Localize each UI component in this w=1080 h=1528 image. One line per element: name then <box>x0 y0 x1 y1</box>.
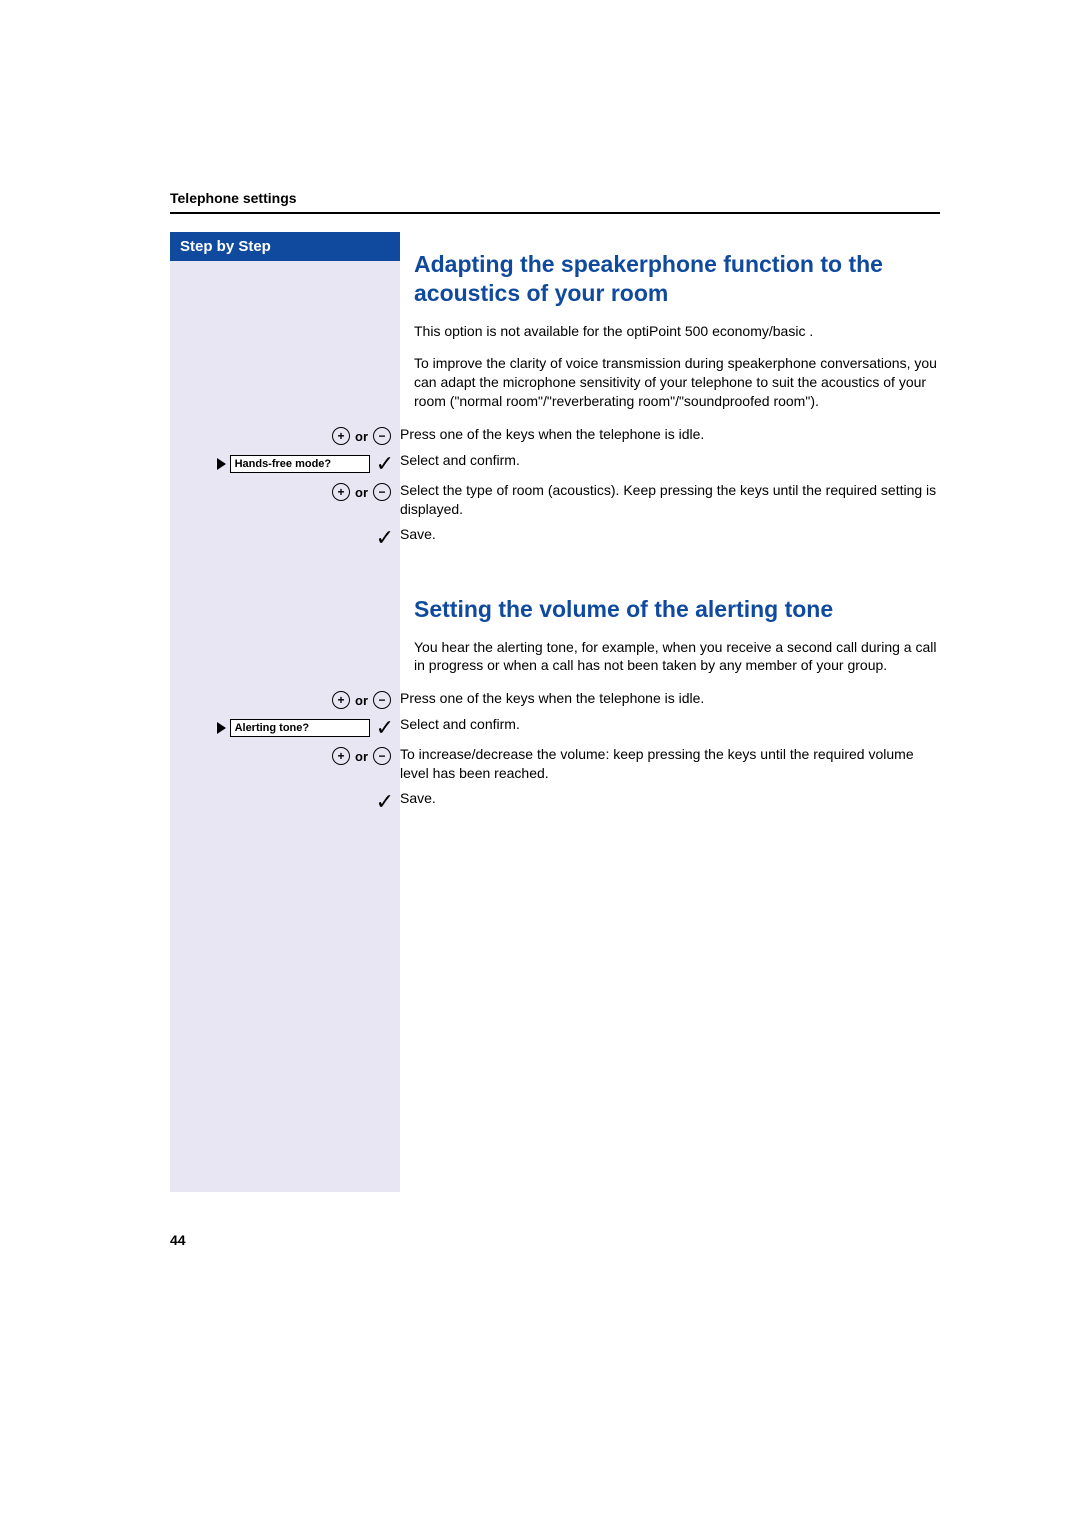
left-column: Step by Step <box>170 232 400 1192</box>
s1-step-2: Hands-free mode? ✓ Select and confirm. <box>414 451 940 475</box>
plus-key-icon: + <box>332 483 350 501</box>
minus-key-icon: − <box>373 691 391 709</box>
section-1-para-1: This option is not available for the opt… <box>414 322 940 341</box>
s1-step-4-text: Save. <box>400 525 940 549</box>
section-1-title: Adapting the speakerphone function to th… <box>414 250 940 308</box>
or-text: or <box>355 485 368 500</box>
s1-step-2-text: Select and confirm. <box>400 451 940 475</box>
minus-key-icon: − <box>373 483 391 501</box>
header-rule <box>170 212 940 214</box>
right-column: Adapting the speakerphone function to th… <box>400 232 940 1192</box>
s2-step-2-text: Select and confirm. <box>400 715 940 739</box>
s2-step-2: Alerting tone? ✓ Select and confirm. <box>414 715 940 739</box>
check-icon: ✓ <box>376 717 394 739</box>
two-column-layout: Step by Step Adapting the speakerphone f… <box>170 232 940 1192</box>
minus-key-icon: − <box>373 747 391 765</box>
plus-minus-keys-icon: + or − <box>329 427 394 445</box>
display-box-handsfree: Hands-free mode? <box>230 455 370 473</box>
s2-step-3: + or − To increase/decrease the volume: … <box>414 745 940 783</box>
s2-step-4-text: Save. <box>400 789 940 813</box>
s1-step-1: + or − Press one of the keys when the te… <box>414 425 940 445</box>
plus-key-icon: + <box>332 747 350 765</box>
plus-minus-keys-icon: + or − <box>329 691 394 709</box>
plus-key-icon: + <box>332 691 350 709</box>
display-prompt: Hands-free mode? ✓ <box>217 453 394 475</box>
step-by-step-header: Step by Step <box>170 232 400 261</box>
plus-key-icon: + <box>332 427 350 445</box>
s1-step-3-text: Select the type of room (acoustics). Kee… <box>400 481 940 519</box>
section-2-para-1: You hear the alerting tone, for example,… <box>414 638 940 676</box>
s2-step-1: + or − Press one of the keys when the te… <box>414 689 940 709</box>
or-text: or <box>355 429 368 444</box>
or-text: or <box>355 693 368 708</box>
section-2-title: Setting the volume of the alerting tone <box>414 595 940 624</box>
s1-step-3: + or − Select the type of room (acoustic… <box>414 481 940 519</box>
s1-step-1-text: Press one of the keys when the telephone… <box>400 425 940 445</box>
section-1-para-2: To improve the clarity of voice transmis… <box>414 354 940 411</box>
display-prompt: Alerting tone? ✓ <box>217 717 394 739</box>
triangle-icon <box>217 458 226 470</box>
s2-step-1-text: Press one of the keys when the telephone… <box>400 689 940 709</box>
check-icon: ✓ <box>376 527 394 549</box>
s2-step-4: ✓ Save. <box>414 789 940 813</box>
triangle-icon <box>217 722 226 734</box>
display-box-alerting: Alerting tone? <box>230 719 370 737</box>
s2-step-3-text: To increase/decrease the volume: keep pr… <box>400 745 940 783</box>
running-head: Telephone settings <box>170 190 940 206</box>
plus-minus-keys-icon: + or − <box>329 483 394 501</box>
check-icon: ✓ <box>376 791 394 813</box>
page-number: 44 <box>170 1232 940 1248</box>
s1-step-4: ✓ Save. <box>414 525 940 549</box>
check-icon: ✓ <box>376 453 394 475</box>
minus-key-icon: − <box>373 427 391 445</box>
plus-minus-keys-icon: + or − <box>329 747 394 765</box>
or-text: or <box>355 749 368 764</box>
